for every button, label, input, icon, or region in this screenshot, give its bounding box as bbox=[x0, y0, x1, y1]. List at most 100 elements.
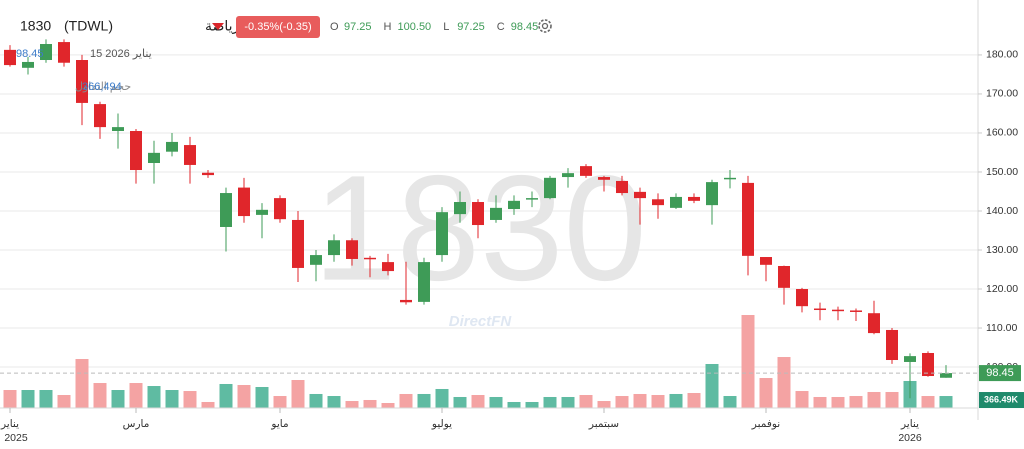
candle-body bbox=[886, 329, 898, 361]
candle-body bbox=[490, 207, 502, 220]
ohlc-key: H bbox=[384, 21, 392, 33]
candle-body bbox=[364, 257, 376, 260]
down-arrow bbox=[212, 23, 224, 30]
volume-bar bbox=[705, 363, 719, 408]
candle-body bbox=[346, 240, 358, 259]
volume-bar bbox=[273, 396, 287, 408]
ohlc-row: O 97.25 H 100.50 L 97.25 C 98.45 bbox=[330, 21, 538, 33]
watermark: 1830 bbox=[313, 144, 647, 312]
settings-icon[interactable] bbox=[538, 19, 552, 33]
candle-body bbox=[274, 198, 286, 220]
volume-bar bbox=[633, 393, 647, 408]
candle-body bbox=[454, 202, 466, 215]
volume-bar bbox=[399, 393, 413, 408]
volume-layer bbox=[3, 314, 953, 408]
volume-bar bbox=[561, 396, 575, 408]
volume-bar bbox=[507, 401, 521, 408]
candle-body bbox=[22, 61, 34, 68]
y-tick-label: 110.00 bbox=[986, 322, 1017, 334]
exchange: (TDWL) bbox=[64, 18, 113, 34]
volume-bar bbox=[129, 383, 143, 408]
x-tick-label: مارس bbox=[123, 418, 150, 430]
volume-bar bbox=[723, 396, 737, 408]
candle-body bbox=[166, 141, 178, 152]
volume-bar bbox=[75, 359, 89, 408]
candle-body bbox=[526, 198, 538, 200]
candle-body bbox=[58, 42, 70, 63]
volume-bar bbox=[471, 394, 485, 408]
volume-bar bbox=[291, 380, 305, 408]
volume-bar bbox=[453, 396, 467, 408]
volume-bar bbox=[579, 394, 593, 408]
volume-bar bbox=[669, 393, 683, 408]
volume-bar bbox=[939, 396, 953, 408]
last-volume-tag bbox=[979, 392, 1024, 409]
x-year-label: 2025 bbox=[4, 432, 28, 444]
y-tick-label: 160.00 bbox=[986, 127, 1018, 139]
change-badge bbox=[236, 16, 320, 38]
candle-body bbox=[256, 209, 268, 215]
candle-body bbox=[778, 265, 790, 288]
y-tick-label: 170.00 bbox=[986, 88, 1018, 100]
candle-body bbox=[292, 219, 304, 268]
candle-body bbox=[184, 145, 196, 165]
y-tick-label: 120.00 bbox=[986, 283, 1018, 295]
volume-bar bbox=[615, 396, 629, 408]
candle-body bbox=[112, 127, 124, 132]
volume-bar bbox=[327, 396, 341, 408]
volume-bar bbox=[255, 386, 269, 408]
volume-bar bbox=[525, 401, 539, 408]
volume-bar bbox=[21, 390, 35, 408]
candle-body bbox=[382, 262, 394, 272]
x-tick-label: يناير bbox=[900, 418, 919, 430]
y-tick-label: 130.00 bbox=[986, 244, 1018, 256]
volume-bar bbox=[111, 390, 125, 408]
symbol: 1830 bbox=[20, 18, 51, 34]
last-price-tag-label: 98.45 bbox=[986, 367, 1014, 379]
volume-bar bbox=[687, 393, 701, 408]
candle-body bbox=[724, 177, 736, 180]
candle-body bbox=[472, 202, 484, 226]
candle-body bbox=[94, 104, 106, 128]
candle-body bbox=[4, 49, 16, 66]
candle-body bbox=[742, 182, 754, 256]
volume-bar bbox=[831, 396, 845, 408]
x-tick-label: يناير bbox=[0, 418, 19, 430]
grid bbox=[0, 54, 978, 368]
y-tick-label: 150.00 bbox=[986, 166, 1018, 178]
volume-bar bbox=[597, 401, 611, 408]
volume-bar bbox=[759, 378, 773, 408]
ohlc-value: 100.50 bbox=[398, 21, 432, 33]
ohlc-key: L bbox=[443, 21, 449, 33]
candle-body bbox=[904, 356, 916, 362]
candle-body bbox=[616, 180, 628, 194]
candle-body bbox=[940, 373, 952, 378]
volume-bar bbox=[183, 391, 197, 408]
volume-bar bbox=[57, 394, 71, 408]
candle-body bbox=[544, 177, 556, 199]
volume-bar bbox=[867, 391, 881, 408]
candle-body bbox=[868, 313, 880, 334]
volume-bar bbox=[93, 383, 107, 408]
ohlc-value: 97.25 bbox=[457, 21, 485, 33]
candle-body bbox=[562, 173, 574, 178]
volume-bar bbox=[201, 401, 215, 408]
volume-bar bbox=[651, 394, 665, 408]
volume-bar bbox=[363, 399, 377, 408]
volume-bar bbox=[795, 391, 809, 408]
y-tick-label: 180.00 bbox=[986, 49, 1018, 61]
volume-bar bbox=[543, 396, 557, 408]
ohlc-value: 98.45 bbox=[511, 21, 539, 33]
volume-bar bbox=[381, 403, 395, 408]
last-volume-tag-label: 366.49K bbox=[984, 394, 1019, 404]
candle-body bbox=[760, 257, 772, 265]
ohlc-key: O bbox=[330, 21, 339, 33]
candle-body bbox=[670, 196, 682, 208]
candle-body bbox=[652, 199, 664, 206]
volume-bar bbox=[489, 396, 503, 408]
last-price-tag bbox=[979, 365, 1021, 382]
candle-body bbox=[76, 60, 88, 103]
candle-body bbox=[850, 310, 862, 312]
candle-layer bbox=[4, 39, 952, 399]
